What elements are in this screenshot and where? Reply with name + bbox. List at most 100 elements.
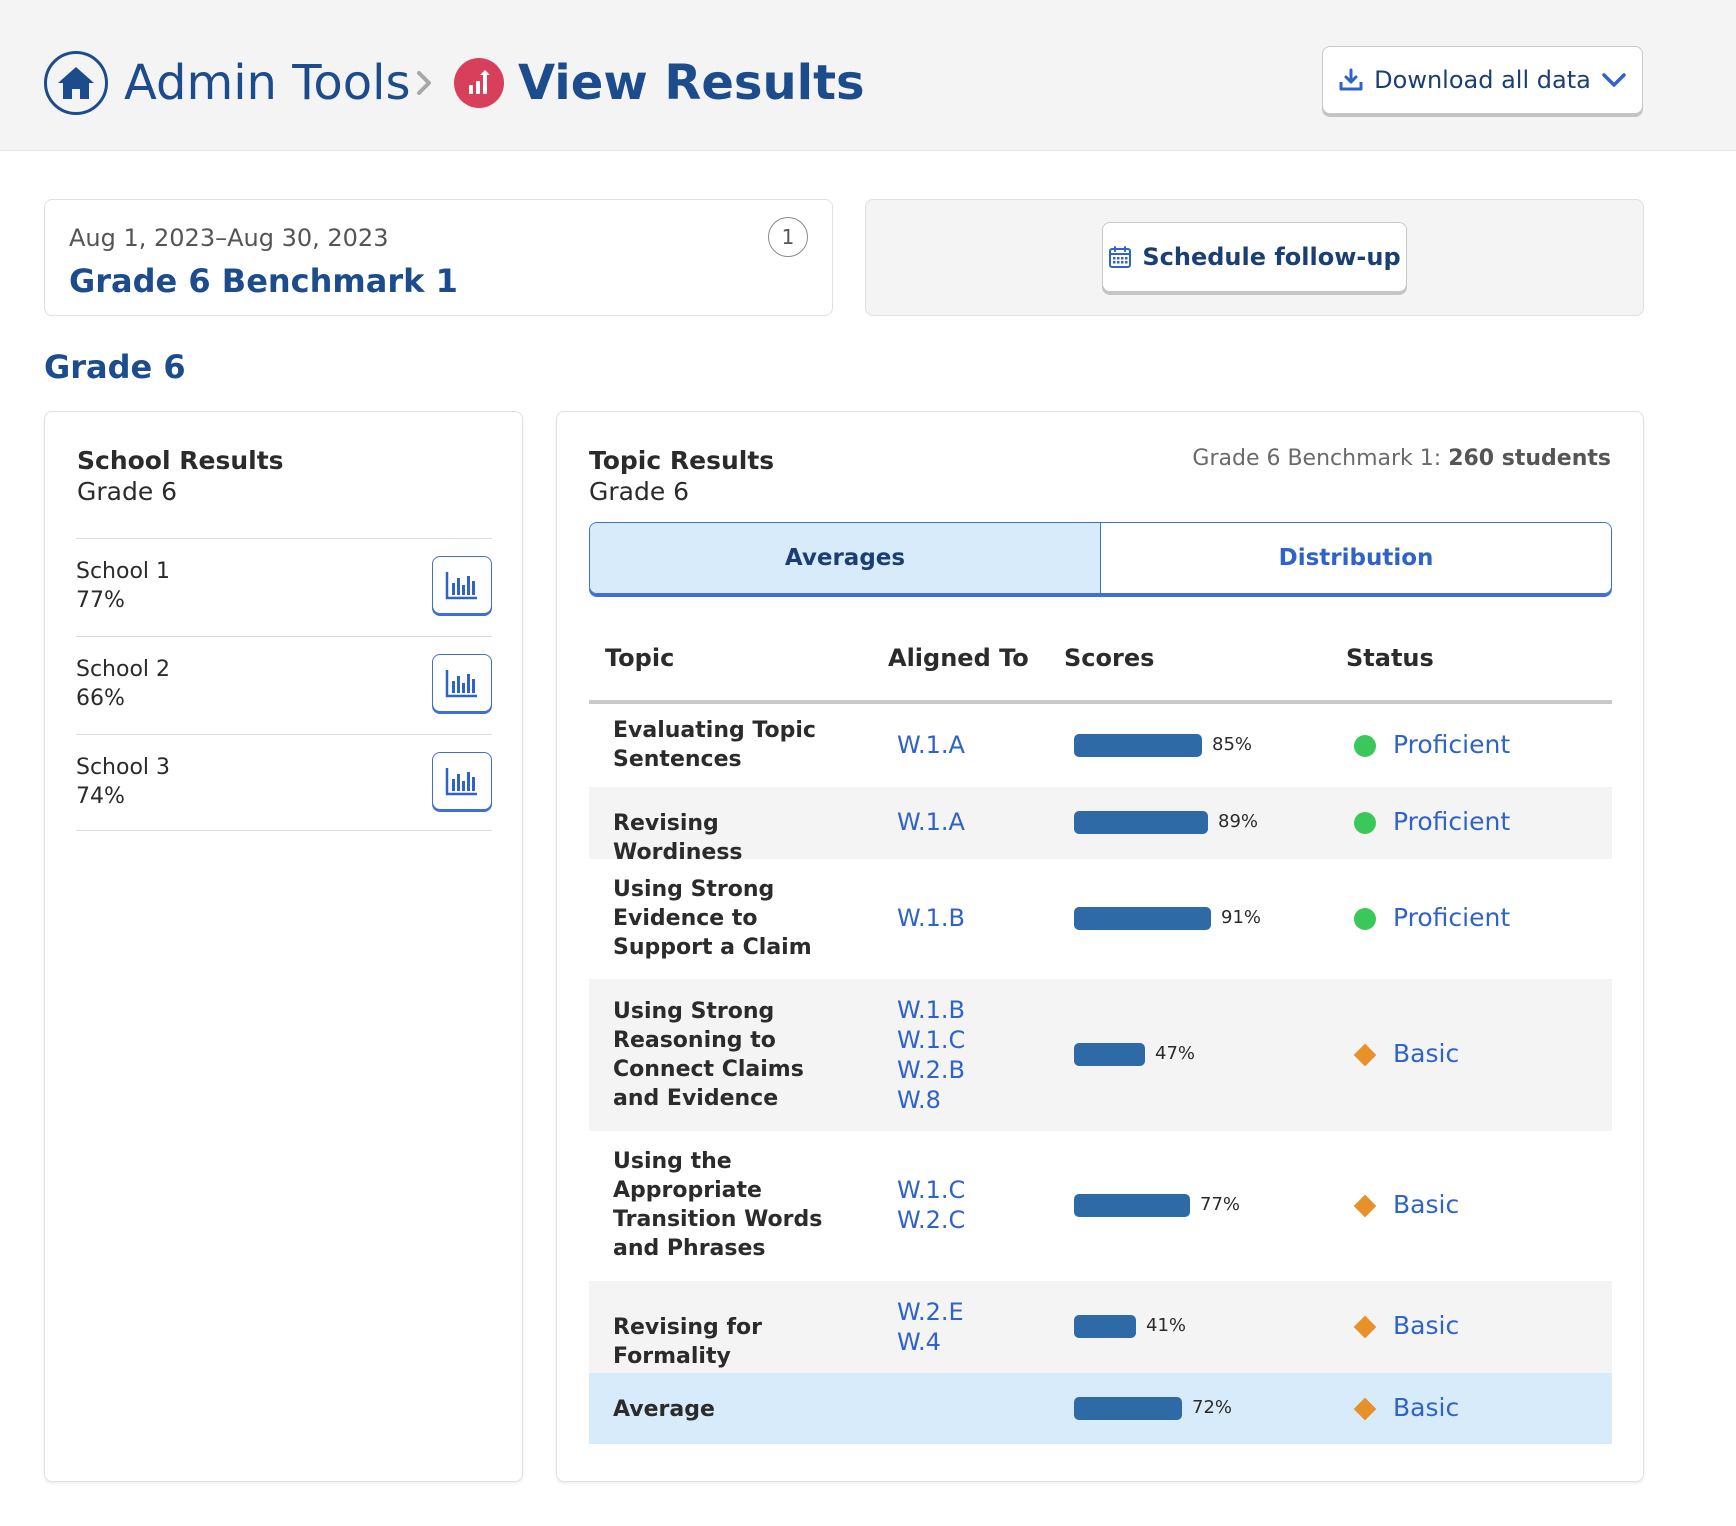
topic-name: Evaluating Topic Sentences [613,718,816,772]
page-header: Admin Tools View Results Download all da… [0,0,1736,151]
score-percent: 72% [1192,1397,1233,1418]
status-label[interactable]: Proficient [1393,730,1511,759]
score-percent: 77% [1200,1194,1241,1215]
school-row: School 3 74% [76,734,492,832]
topic-name: Revising Wordiness [613,811,743,865]
aligned-standards: W.1.B [897,903,1017,933]
status-label[interactable]: Proficient [1393,903,1511,932]
download-all-data-button[interactable]: Download all data [1322,46,1643,114]
chevron-right-icon [417,71,431,95]
average-row: Average 72% Basic [589,1373,1612,1444]
home-icon[interactable] [44,51,108,115]
topic-results-subtitle: Grade 6 [589,477,690,506]
score-bar [1074,1315,1136,1338]
school-chart-button[interactable] [432,654,492,712]
school-name: School 1 [76,559,171,584]
results-view-tabs: Averages Distribution [589,522,1612,594]
aligned-standards: W.2.E W.4 [897,1297,1017,1357]
standard-link[interactable]: W.8 [897,1086,941,1114]
table-row: Evaluating Topic Sentences W.1.A 85% Pro… [589,704,1612,787]
table-row: Revising for Formality W.2.E W.4 41% Bas… [589,1281,1612,1373]
column-header-aligned-to: Aligned To [888,644,1029,672]
score-percent: 91% [1221,907,1262,928]
table-row: Using Strong Evidence to Support a Claim… [589,859,1612,979]
score-percent: 85% [1212,734,1253,755]
standard-link[interactable]: W.1.C [897,1176,966,1204]
topic-name: Revising for Formality [613,1315,762,1369]
basic-status-icon [1353,1194,1377,1218]
school-row: School 2 66% [76,636,492,734]
score-bar [1074,1397,1182,1420]
table-row: Using the Appropriate Transition Words a… [589,1131,1612,1281]
standard-link[interactable]: W.1.A [897,808,965,836]
grade-heading: Grade 6 [44,348,186,386]
assessment-dates: Aug 1, 2023–Aug 30, 2023 [69,224,389,252]
status-label[interactable]: Basic [1393,1393,1460,1422]
standard-link[interactable]: W.1.A [897,731,965,759]
score-bar [1074,1043,1145,1066]
bar-chart-icon [445,670,477,698]
standard-link[interactable]: W.2.C [897,1206,966,1234]
column-header-status: Status [1346,644,1434,672]
tab-averages[interactable]: Averages [590,523,1101,593]
status-label[interactable]: Basic [1393,1190,1460,1219]
column-header-topic: Topic [605,644,675,672]
status-label[interactable]: Basic [1393,1311,1460,1340]
proficient-status-icon [1354,908,1376,930]
table-header-divider [589,700,1612,704]
standard-link[interactable]: W.4 [897,1328,941,1356]
status-label[interactable]: Basic [1393,1039,1460,1068]
score-bar [1074,734,1202,757]
status-label[interactable]: Proficient [1393,807,1511,836]
assessment-name: Grade 6 Benchmark 1 [69,262,458,300]
aligned-standards: W.1.A [897,807,1017,837]
average-label: Average [613,1397,715,1422]
score-bar [1074,1194,1190,1217]
score-bar [1074,811,1208,834]
school-percent: 74% [76,784,125,809]
school-name: School 3 [76,755,171,780]
schedule-follow-up-button[interactable]: Schedule follow-up [1102,222,1407,292]
school-chart-button[interactable] [432,556,492,614]
standard-link[interactable]: W.2.B [897,1056,965,1084]
score-bar [1074,907,1211,930]
topic-name: Using Strong Evidence to Support a Claim [613,877,812,960]
page-title: View Results [518,55,865,111]
school-name: School 2 [76,657,171,682]
proficient-status-icon [1354,812,1376,834]
standard-link[interactable]: W.1.C [897,1026,966,1054]
standard-link[interactable]: W.1.B [897,996,965,1024]
topic-results-panel: Topic Results Grade 6 Grade 6 Benchmark … [556,411,1644,1482]
school-list-divider [76,830,492,831]
assessment-count-badge: 1 [768,217,808,257]
standard-link[interactable]: W.1.B [897,904,965,932]
school-chart-button[interactable] [432,752,492,810]
download-icon [1339,68,1363,91]
aligned-standards: W.1.B W.1.C W.2.B W.8 [897,995,1017,1115]
tab-distribution[interactable]: Distribution [1101,523,1611,593]
topic-results-title: Topic Results [589,446,775,475]
bar-chart-icon [445,768,477,796]
topic-name: Using Strong Reasoning to Connect Claims… [613,999,804,1111]
column-header-scores: Scores [1064,644,1155,672]
chevron-down-icon [1602,73,1626,87]
bar-chart-arrow-icon [454,58,504,108]
score-percent: 41% [1146,1315,1187,1336]
calendar-icon [1109,246,1132,268]
bar-chart-icon [445,572,477,600]
school-percent: 66% [76,686,125,711]
download-all-data-label: Download all data [1374,66,1591,94]
aligned-standards: W.1.A [897,730,1017,760]
proficient-status-icon [1354,735,1376,757]
table-row: Revising Wordiness W.1.A 89% Proficient [589,787,1612,865]
topic-name: Using the Appropriate Transition Words a… [613,1149,823,1261]
basic-status-icon [1353,1315,1377,1339]
school-percent: 77% [76,588,125,613]
basic-status-icon [1353,1397,1377,1421]
assessment-card: Aug 1, 2023–Aug 30, 2023 Grade 6 Benchma… [44,199,833,316]
schedule-follow-up-label: Schedule follow-up [1142,243,1401,271]
standard-link[interactable]: W.2.E [897,1298,964,1326]
score-percent: 89% [1218,811,1259,832]
school-results-title: School Results [77,446,284,475]
breadcrumb-admin-tools[interactable]: Admin Tools [124,55,411,111]
